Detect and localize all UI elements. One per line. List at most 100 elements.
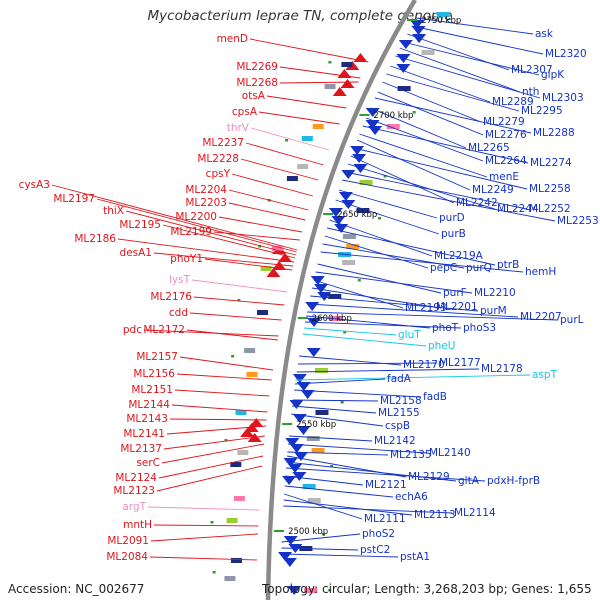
label-connector: [281, 547, 359, 551]
label-connector: [288, 443, 428, 454]
gene-label-cpsy: cpsY: [206, 168, 231, 180]
label-connector: [191, 279, 288, 293]
feature-marker: [328, 61, 332, 64]
label-connector: [297, 362, 438, 365]
label-connector: [285, 467, 486, 482]
label-connector: [161, 443, 265, 464]
label-connector: [302, 333, 427, 347]
label-connector: [390, 65, 491, 103]
label-connector: [279, 81, 359, 84]
gene-label-cdd: cdd: [169, 307, 188, 319]
gene-label-purq: purQ: [466, 262, 492, 274]
label-connector: [294, 389, 422, 398]
gene-label-mnth: mntH: [123, 519, 152, 531]
gene-label-ml2228: ML2228: [197, 153, 239, 165]
gene-label-ml2170: ML2170: [403, 359, 445, 371]
reverse-gene-arrow: [283, 536, 298, 545]
reverse-gene-arrow: [334, 224, 349, 233]
gene-feature-block: [246, 372, 258, 377]
reverse-gene-arrow: [352, 154, 367, 163]
scale-tick-label: 2750 kbp: [421, 16, 461, 26]
gene-label-fadb: fadB: [423, 391, 447, 403]
label-connector: [150, 533, 258, 542]
feature-marker: [224, 439, 228, 442]
gene-label-cspb: cspB: [385, 420, 410, 432]
reverse-gene-arrow: [289, 444, 304, 453]
label-connector: [204, 258, 293, 271]
label-connector: [285, 475, 364, 486]
label-connector: [147, 506, 260, 511]
feature-marker: [378, 217, 382, 220]
gene-label-purl: purL: [560, 314, 584, 326]
label-connector: [353, 147, 528, 190]
label-connector: [359, 133, 488, 178]
reverse-gene-arrow: [350, 146, 365, 155]
gene-label-hemh: hemH: [525, 266, 556, 278]
label-connector: [279, 66, 361, 79]
gene-feature-block: [386, 124, 400, 129]
label-connector: [281, 533, 361, 543]
label-connector: [231, 173, 314, 197]
gene-feature-block: [341, 62, 353, 67]
gene-feature-block: [230, 558, 242, 563]
label-connector: [362, 125, 529, 164]
gene-label-ml2269: ML2269: [236, 61, 278, 73]
gene-label-ml2156: ML2156: [133, 368, 175, 380]
label-connector: [228, 202, 306, 221]
label-connector: [324, 235, 429, 269]
gene-label-ml2276: ML2276: [485, 129, 527, 141]
gene-feature-block: [224, 576, 236, 581]
forward-gene-arrow: [266, 268, 281, 277]
gene-label-ml2111: ML2111: [364, 513, 406, 525]
gene-label-ml2186: ML2186: [74, 233, 116, 245]
label-connector: [166, 425, 266, 435]
reverse-gene-arrow: [292, 374, 307, 383]
label-connector: [158, 455, 264, 479]
scale-tick-label: 2700 kbp: [373, 111, 413, 121]
gene-feature-block: [436, 12, 450, 17]
gene-label-ml2137: ML2137: [120, 443, 162, 455]
gene-feature-block: [244, 348, 256, 353]
forward-gene-arrow: [332, 87, 347, 96]
gene-label-ml2155: ML2155: [378, 407, 420, 419]
feature-marker: [383, 175, 387, 178]
gene-label-ml2123: ML2123: [113, 485, 155, 497]
label-connector: [240, 158, 319, 181]
scale-tick-label: 2650 kbp: [337, 210, 377, 220]
reverse-gene-arrow: [305, 302, 320, 311]
label-connector: [411, 25, 544, 55]
gene-feature-block: [235, 410, 247, 415]
gene-feature-block: [356, 208, 370, 213]
reverse-gene-arrow: [353, 164, 368, 173]
label-connector: [117, 238, 295, 263]
gene-label-cpsa: cpsA: [232, 106, 258, 118]
label-connector: [395, 55, 541, 99]
label-connector: [338, 189, 438, 219]
reverse-gene-arrow: [282, 476, 297, 485]
reverse-gene-arrow: [331, 216, 346, 225]
genome-backbone: [265, 0, 417, 600]
gene-label-ml2242: ML2242: [456, 197, 498, 209]
gene-feature-block: [342, 260, 356, 265]
reverse-gene-arrow: [296, 426, 311, 435]
gene-label-ml2178: ML2178: [481, 363, 523, 375]
label-connector: [266, 95, 347, 109]
reverse-gene-arrow: [398, 40, 413, 49]
gene-label-ml2237: ML2237: [202, 137, 244, 149]
gene-label-otsa: otsA: [242, 90, 266, 102]
feature-marker: [212, 571, 216, 574]
gene-label-purb: purB: [441, 228, 466, 240]
gene-label-ml2207: ML2207: [520, 311, 562, 323]
label-connector: [249, 38, 369, 63]
label-connector: [283, 499, 413, 516]
gene-label-ptrb: ptrB: [497, 259, 519, 271]
gene-feature-block: [315, 410, 329, 415]
label-connector: [153, 252, 294, 267]
gene-label-echa6: echA6: [395, 491, 428, 503]
gene-label-ml2279: ML2279: [483, 116, 525, 128]
gene-label-phoy1: phoY1: [170, 253, 203, 265]
label-connector: [156, 465, 263, 492]
feature-marker: [285, 139, 289, 142]
label-connector: [308, 303, 519, 318]
